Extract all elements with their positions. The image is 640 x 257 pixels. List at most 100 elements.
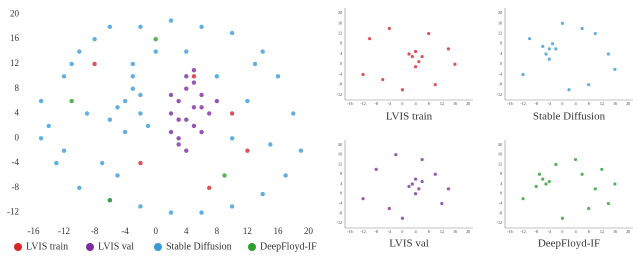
x-tick-label: 8 bbox=[588, 229, 590, 234]
point bbox=[413, 192, 418, 196]
point bbox=[613, 182, 617, 186]
x-tick-label: 4 bbox=[575, 229, 577, 234]
point bbox=[61, 74, 67, 79]
x-tick-label: 4 bbox=[415, 229, 417, 234]
point bbox=[138, 160, 143, 166]
point bbox=[550, 42, 555, 46]
x-tick-label: 12 bbox=[440, 229, 444, 234]
point bbox=[291, 111, 296, 116]
point bbox=[199, 92, 204, 98]
y-tick-label: 8 bbox=[15, 83, 20, 93]
point bbox=[400, 88, 405, 92]
x-tick-label: -12 bbox=[58, 226, 70, 236]
point bbox=[168, 129, 174, 135]
point bbox=[413, 49, 418, 54]
point bbox=[168, 210, 174, 215]
point bbox=[440, 201, 444, 206]
point bbox=[252, 61, 258, 67]
y-tick-label: 4 bbox=[340, 181, 342, 186]
point bbox=[199, 24, 204, 29]
y-tick-label: 16 bbox=[498, 20, 502, 25]
x-tick-label: -16 bbox=[347, 101, 352, 106]
y-tick-label: 12 bbox=[498, 30, 502, 35]
point bbox=[38, 136, 44, 141]
point bbox=[587, 206, 591, 211]
point bbox=[593, 31, 597, 36]
point bbox=[547, 47, 551, 51]
x-tick-label: 20 bbox=[466, 101, 470, 106]
x-tick-label: 4 bbox=[415, 101, 417, 106]
point bbox=[394, 153, 398, 157]
point bbox=[214, 98, 220, 104]
point bbox=[283, 173, 288, 178]
point bbox=[361, 197, 365, 201]
x-tick-label: 12 bbox=[600, 101, 604, 106]
point bbox=[77, 185, 82, 191]
panel-title: LVIS train bbox=[386, 111, 433, 123]
point bbox=[361, 72, 365, 77]
point bbox=[191, 105, 197, 110]
legend-marker bbox=[86, 243, 94, 251]
y-tick-label: 8 bbox=[340, 171, 342, 176]
point bbox=[130, 86, 135, 91]
y-tick-label: -4 bbox=[339, 200, 342, 205]
x-tick-label: -4 bbox=[548, 229, 551, 234]
x-tick-label: -16 bbox=[507, 101, 512, 106]
y-tick-label: 8 bbox=[500, 171, 502, 176]
y-tick-label: 12 bbox=[338, 30, 342, 35]
point bbox=[191, 123, 197, 129]
point bbox=[176, 117, 181, 122]
point bbox=[541, 44, 545, 48]
point bbox=[453, 62, 457, 66]
legend-label: DeepFloyd-IF bbox=[260, 241, 317, 252]
y-tick-label: 4 bbox=[500, 51, 502, 56]
y-tick-label: 20 bbox=[498, 10, 502, 15]
point bbox=[381, 77, 385, 82]
y-tick-label: -12 bbox=[7, 207, 19, 217]
point bbox=[229, 136, 235, 141]
point bbox=[176, 142, 181, 147]
x-tick-label: 20 bbox=[466, 229, 470, 234]
point bbox=[245, 148, 250, 153]
point bbox=[176, 136, 181, 141]
point bbox=[229, 30, 235, 36]
point bbox=[260, 49, 265, 54]
point bbox=[606, 52, 610, 56]
point bbox=[521, 197, 525, 201]
point bbox=[54, 160, 59, 166]
point bbox=[606, 201, 610, 206]
point bbox=[191, 80, 197, 85]
legend-label: LVIS val bbox=[98, 241, 134, 252]
y-tick-label: 16 bbox=[338, 152, 342, 157]
x-tick-label: -16 bbox=[507, 229, 512, 234]
y-tick-label: 20 bbox=[338, 10, 342, 15]
point bbox=[420, 157, 424, 162]
point bbox=[433, 83, 437, 87]
y-tick-label: -12 bbox=[337, 92, 342, 97]
point bbox=[547, 57, 551, 61]
x-tick-label: 20 bbox=[304, 226, 314, 236]
point bbox=[92, 61, 97, 67]
y-tick-label: 4 bbox=[500, 181, 502, 186]
point bbox=[580, 172, 584, 176]
x-tick-label: 0 bbox=[401, 101, 403, 106]
point bbox=[138, 111, 143, 116]
point bbox=[534, 184, 538, 189]
y-tick-label: -12 bbox=[497, 92, 502, 97]
point bbox=[138, 92, 143, 98]
point bbox=[92, 36, 97, 42]
point bbox=[587, 83, 591, 87]
point bbox=[130, 74, 135, 79]
x-tick-label: 16 bbox=[273, 226, 283, 236]
x-tick-label: 0 bbox=[401, 229, 403, 234]
legend-marker bbox=[14, 243, 22, 251]
point bbox=[400, 216, 405, 220]
point bbox=[153, 36, 158, 42]
x-tick-label: 4 bbox=[184, 226, 189, 236]
x-tick-label: -4 bbox=[121, 226, 129, 236]
point bbox=[417, 60, 421, 64]
point bbox=[275, 74, 281, 79]
point bbox=[537, 172, 542, 176]
y-tick-label: -8 bbox=[499, 82, 502, 87]
point bbox=[199, 105, 204, 110]
